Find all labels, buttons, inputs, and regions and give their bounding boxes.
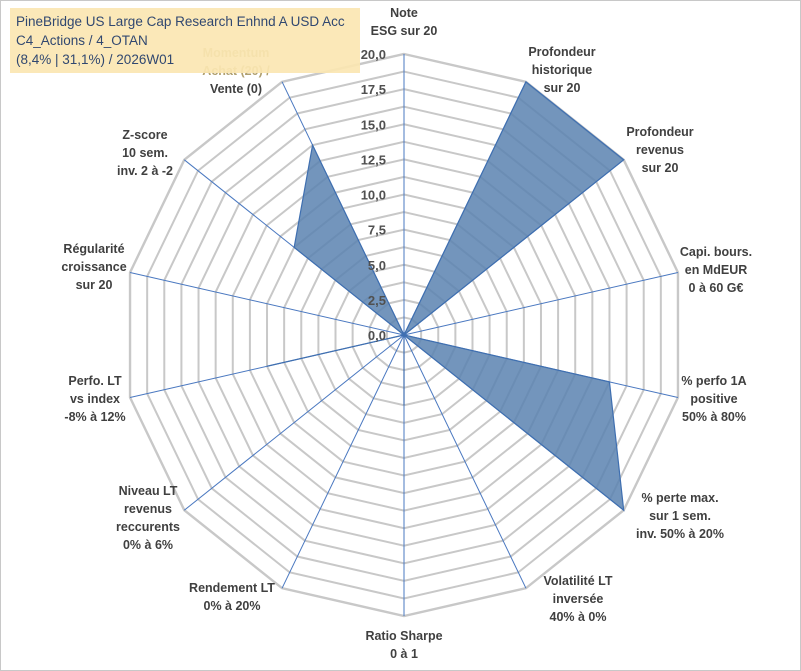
axis-label: revenus: [636, 143, 684, 157]
axis-label: Volatilité LT: [544, 574, 613, 588]
radial-tick-labels: 0,0 2,5 5,0 7,5 10,0 12,5 15,0 17,5 20,0: [361, 47, 386, 343]
axis-label: Capi. bours.: [680, 245, 752, 259]
fund-category: C4_Actions / 4_OTAN: [16, 33, 148, 48]
axis-label: -8% à 12%: [64, 410, 125, 424]
axis-label: Vente (0): [210, 82, 262, 96]
axis-label: Perfo. LT: [68, 374, 122, 388]
axis-label: 50% à 80%: [682, 410, 746, 424]
axis-label: 10 sem.: [122, 146, 168, 160]
tick-label: 20,0: [361, 47, 386, 62]
axis-label: sur 20: [642, 161, 679, 175]
axis-spoke: [403, 271, 679, 336]
axis-label: 0% à 20%: [204, 599, 261, 613]
axis-label: % perfo 1A: [681, 374, 746, 388]
tick-label: 2,5: [368, 293, 386, 308]
axis-label: Z-score: [122, 128, 167, 142]
axis-label: sur 20: [544, 81, 581, 95]
axis-label: % perte max.: [641, 491, 718, 505]
axis-label: en MdEUR: [685, 263, 748, 277]
tick-label: 10,0: [361, 188, 386, 203]
tick-label: 17,5: [361, 82, 386, 97]
axis-label: sur 1 sem.: [649, 509, 711, 523]
tick-label: 12,5: [361, 152, 386, 167]
fund-stats: (8,4% | 31,1%) / 2026W01: [16, 52, 175, 67]
axis-label: reccurents: [116, 520, 180, 534]
axis-spoke: [183, 334, 405, 511]
axis-label: Ratio Sharpe: [365, 629, 442, 643]
axis-label: Rendement LT: [189, 581, 275, 595]
tick-label: 5,0: [368, 258, 386, 273]
axis-label: Régularité: [63, 242, 124, 256]
axis-label: inv. 2 à -2: [117, 164, 173, 178]
axis-label: Profondeur: [626, 125, 693, 139]
axis-labels: Note ESG sur 20 Profondeur historique sur 20…: [61, 6, 752, 661]
chart-title-box: PineBridge US Large Cap Research Enhnd A…: [10, 8, 360, 73]
axis-label: vs index: [70, 392, 120, 406]
axis-spoke: [403, 334, 527, 589]
axis-label: inversée: [553, 592, 604, 606]
series-area: [266, 80, 625, 512]
axis-label: Niveau LT: [119, 484, 178, 498]
radar-series: [266, 80, 625, 512]
axis-label: historique: [532, 63, 592, 77]
axis-label: 0% à 6%: [123, 538, 173, 552]
tick-label: 15,0: [361, 117, 386, 132]
tick-label: 0,0: [368, 328, 386, 343]
axis-label: positive: [690, 392, 737, 406]
axis-label: Note: [390, 6, 418, 20]
fund-name: PineBridge US Large Cap Research Enhnd A…: [16, 14, 345, 29]
axis-spoke: [129, 271, 405, 336]
axis-label: croissance: [61, 260, 126, 274]
axis-label: sur 20: [76, 278, 113, 292]
axis-label: revenus: [124, 502, 172, 516]
axis-label: ESG sur 20: [371, 24, 438, 38]
axis-label: 0 à 1: [390, 647, 418, 661]
axis-label: inv. 50% à 20%: [636, 527, 724, 541]
tick-label: 7,5: [368, 223, 386, 238]
axis-label: 40% à 0%: [550, 610, 607, 624]
axis-label: 0 à 60 G€: [689, 281, 744, 295]
axis-spoke: [281, 334, 405, 589]
axis-label: Profondeur: [528, 45, 595, 59]
